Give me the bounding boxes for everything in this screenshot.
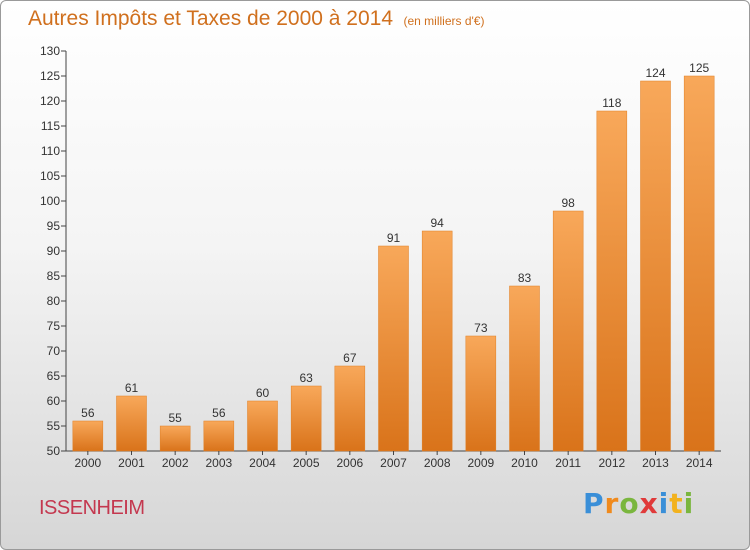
data-label: 83 bbox=[518, 271, 532, 285]
x-tick-label: 2013 bbox=[642, 456, 669, 470]
y-tick-label: 120 bbox=[40, 94, 60, 108]
bar bbox=[640, 80, 671, 452]
logo-letter: o bbox=[619, 487, 640, 520]
logo-letter: x bbox=[639, 487, 659, 520]
bar bbox=[683, 75, 715, 452]
logo-letter: i bbox=[658, 487, 670, 520]
data-label: 56 bbox=[81, 406, 95, 420]
x-tick-label: 2002 bbox=[162, 456, 189, 470]
bar bbox=[465, 335, 497, 452]
bar bbox=[159, 425, 191, 452]
data-label: 118 bbox=[602, 96, 621, 110]
y-tick-label: 80 bbox=[47, 294, 61, 308]
bar bbox=[552, 210, 584, 452]
y-tick-label: 65 bbox=[47, 369, 61, 383]
bar bbox=[509, 285, 540, 452]
x-tick-label: 2000 bbox=[74, 456, 101, 470]
y-tick-label: 55 bbox=[47, 419, 61, 433]
data-label: 125 bbox=[689, 61, 709, 75]
y-tick-label: 70 bbox=[47, 344, 61, 358]
x-tick-label: 2010 bbox=[511, 456, 538, 470]
y-tick-label: 115 bbox=[41, 119, 60, 133]
x-tick-label: 2005 bbox=[293, 456, 320, 470]
city-name: ISSENHEIM bbox=[39, 497, 145, 519]
y-tick-label: 60 bbox=[47, 394, 61, 408]
data-label: 98 bbox=[561, 196, 575, 210]
data-label: 73 bbox=[474, 321, 488, 335]
chart-subtitle: (en milliers d'€) bbox=[403, 14, 485, 28]
logo-letter: r bbox=[604, 487, 620, 520]
data-label: 124 bbox=[645, 66, 665, 80]
data-label: 61 bbox=[125, 381, 139, 395]
y-tick-label: 105 bbox=[40, 169, 60, 183]
y-tick-label: 75 bbox=[47, 319, 61, 333]
data-label: 56 bbox=[212, 406, 226, 420]
logo-letter: i bbox=[683, 487, 695, 520]
data-label: 60 bbox=[256, 386, 270, 400]
logo-letter: t bbox=[669, 487, 684, 520]
x-tick-label: 2008 bbox=[424, 456, 451, 470]
bar bbox=[247, 400, 278, 452]
chart-title: Autres Impôts et Taxes de 2000 à 2014 bbox=[28, 7, 394, 30]
y-tick-label: 90 bbox=[47, 244, 61, 258]
y-tick-label: 85 bbox=[47, 269, 61, 283]
bar bbox=[378, 245, 409, 452]
title-block: Autres Impôts et Taxes de 2000 à 2014 (e… bbox=[28, 7, 484, 31]
x-tick-label: 2014 bbox=[686, 456, 713, 470]
y-tick-label: 125 bbox=[40, 69, 60, 83]
y-tick-label: 110 bbox=[41, 144, 60, 158]
x-tick-label: 2006 bbox=[336, 456, 363, 470]
bar bbox=[596, 110, 628, 452]
bar bbox=[116, 395, 147, 452]
x-tick-label: 2007 bbox=[380, 456, 407, 470]
x-tick-label: 2009 bbox=[467, 456, 494, 470]
y-tick-label: 130 bbox=[40, 44, 60, 58]
x-tick-label: 2011 bbox=[555, 456, 581, 470]
x-tick-label: 2001 bbox=[118, 456, 145, 470]
bar bbox=[72, 420, 104, 452]
bar bbox=[334, 365, 366, 452]
proxiti-logo: Proxiti bbox=[583, 487, 694, 520]
data-label: 55 bbox=[168, 411, 182, 425]
data-label: 63 bbox=[299, 371, 313, 385]
x-tick-label: 2003 bbox=[205, 456, 232, 470]
bar bbox=[290, 385, 322, 452]
bar bbox=[203, 420, 235, 452]
x-tick-label: 2004 bbox=[249, 456, 276, 470]
bar bbox=[421, 230, 453, 452]
y-tick-label: 95 bbox=[47, 219, 61, 233]
logo-letter: P bbox=[583, 487, 605, 520]
x-tick-label: 2012 bbox=[598, 456, 625, 470]
data-label: 67 bbox=[343, 351, 357, 365]
data-label: 94 bbox=[430, 216, 444, 230]
y-tick-label: 50 bbox=[47, 444, 61, 458]
y-tick-label: 100 bbox=[40, 194, 60, 208]
data-label: 91 bbox=[387, 231, 401, 245]
